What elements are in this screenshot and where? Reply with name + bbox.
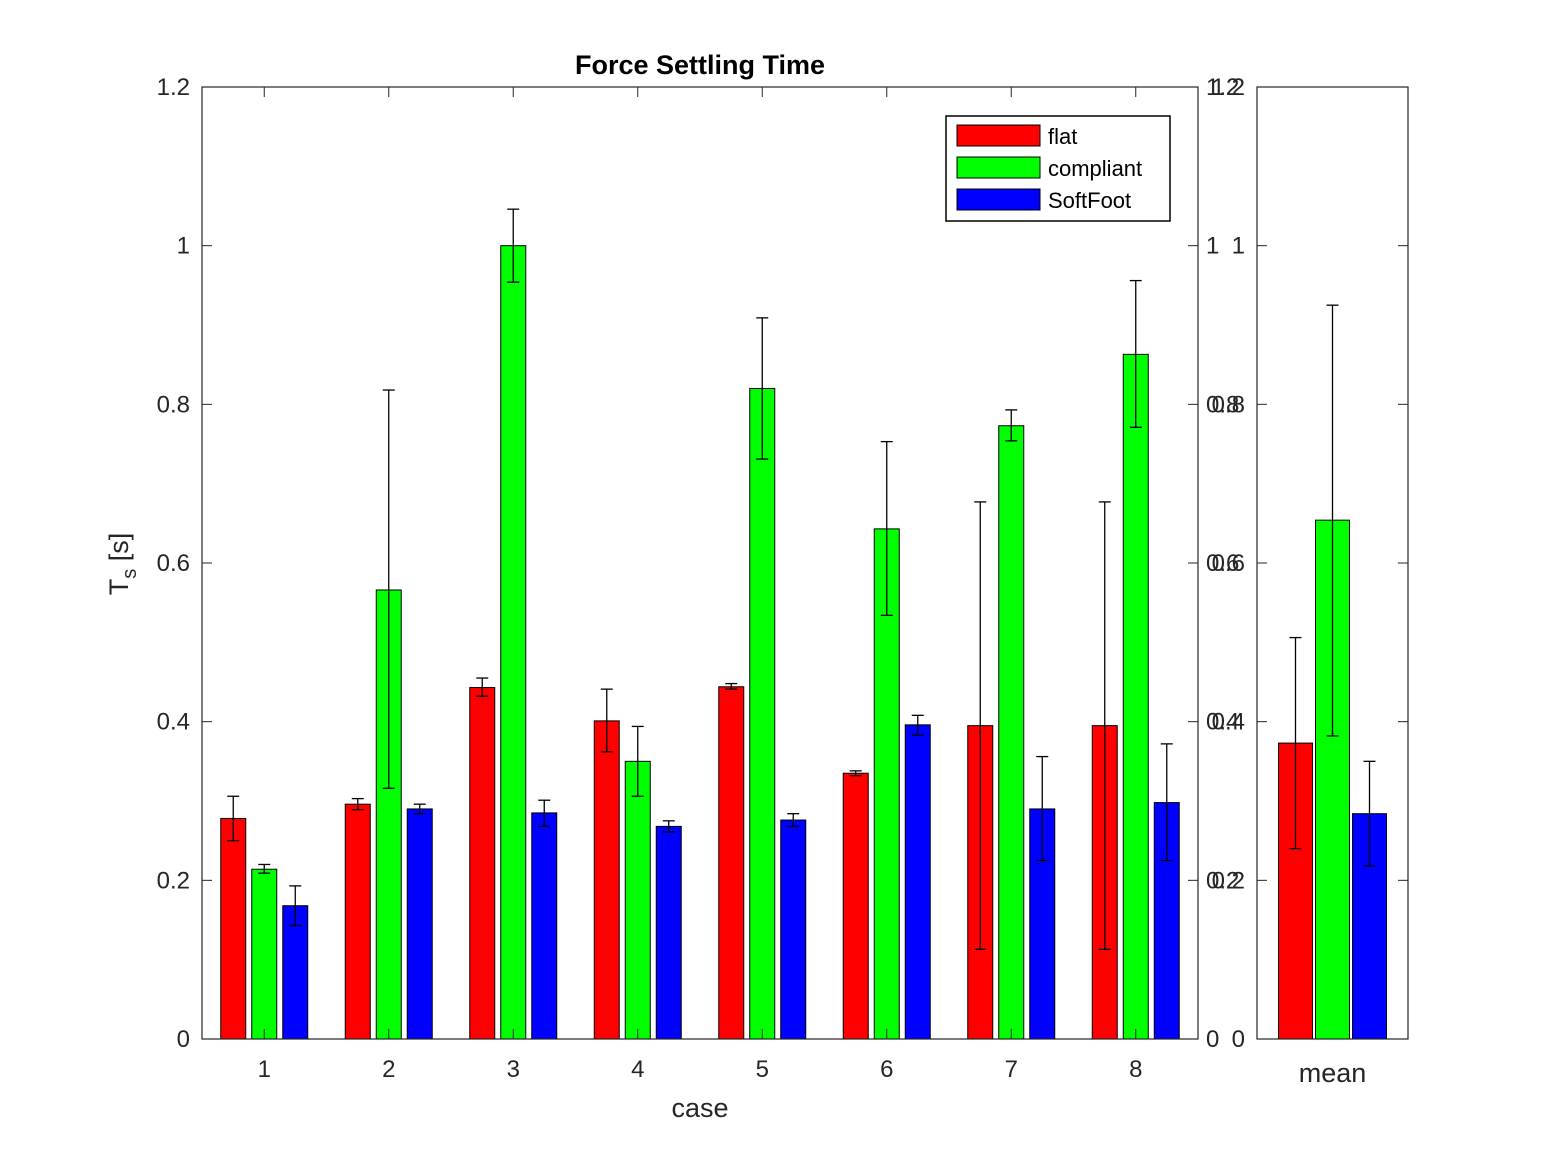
bar-softfoot-5	[780, 819, 807, 1040]
errorbar-flat-5	[725, 682, 738, 690]
y-tick-label-right: 0.8	[1206, 391, 1239, 418]
y-tick-label-right: 0	[1206, 1026, 1219, 1053]
errorbar-flat-6	[849, 770, 862, 777]
errorbar-softfoot-mean	[1363, 760, 1376, 867]
x-tick-label-1: 1	[258, 1056, 271, 1083]
errorbar-softfoot-5	[787, 813, 800, 828]
y-axis-label-unit: [s]	[104, 533, 134, 562]
legend-label-flat: flat	[1048, 124, 1077, 149]
errorbar-compliant-8	[1129, 279, 1142, 428]
errorbar-softfoot-3	[538, 799, 551, 828]
errorbar-compliant-7	[1005, 409, 1018, 442]
y-tick-label-right: 1.2	[1206, 74, 1239, 101]
errorbar-flat-4	[600, 688, 613, 753]
y-tick-label-left: 1	[177, 233, 190, 260]
errorbar-flat-8	[1098, 501, 1111, 951]
main-axes: 0 0 0.2 0.2 0.4 0.4 0.6 0.6 0.8 0.8 1 1 1.2 1.2 1 2 3 4 5 6…	[157, 74, 1240, 1083]
bar-flat-4	[593, 720, 620, 1040]
errorbar-compliant-3	[507, 208, 520, 283]
bar-softfoot-3	[531, 812, 558, 1040]
y-axis-label-main: T	[104, 579, 134, 596]
errorbar-softfoot-6	[911, 714, 924, 736]
chart-title: Force Settling Time	[575, 50, 825, 80]
svg-text:Ts [s]: Ts [s]	[104, 533, 141, 596]
errorbar-compliant-1	[258, 863, 271, 874]
x-tick-label-4: 4	[631, 1056, 644, 1083]
errorbar-compliant-4	[631, 725, 644, 797]
bar-softfoot-6	[904, 724, 931, 1040]
errorbar-flat-7	[974, 501, 987, 951]
x-tick-label-3: 3	[507, 1056, 520, 1083]
legend-label-compliant: compliant	[1048, 156, 1142, 181]
y-tick-label-left: 1	[1232, 233, 1245, 260]
bar-flat-5	[718, 686, 745, 1040]
errorbar-softfoot-8	[1160, 743, 1173, 862]
x-tick-label-6: 6	[880, 1056, 893, 1083]
bar-flat-6	[842, 772, 869, 1040]
y-tick-label-left: 0.4	[1212, 709, 1245, 736]
x-tick-label-7: 7	[1005, 1056, 1018, 1083]
bar-compliant-3	[500, 245, 527, 1040]
y-tick-label-right: 0.6	[1206, 550, 1239, 577]
bar-compliant-8	[1122, 353, 1149, 1040]
legend-swatch-softfoot	[956, 188, 1041, 211]
y-axis-label: Ts [s]	[104, 533, 141, 596]
bar-flat-2	[344, 803, 371, 1040]
y-tick-label-left: 0.6	[157, 550, 190, 577]
y-tick-label-right: 1	[1206, 233, 1219, 260]
y-tick-label-left: 0.4	[157, 709, 190, 736]
bar-compliant-1	[251, 868, 278, 1040]
x-axis-label: case	[671, 1093, 728, 1123]
errorbar-compliant-mean	[1326, 304, 1339, 737]
legend-swatch-flat	[956, 124, 1041, 147]
bar-softfoot-4	[655, 825, 682, 1040]
errorbar-softfoot-4	[662, 820, 675, 833]
x-tick-label-2: 2	[382, 1056, 395, 1083]
errorbar-softfoot-7	[1036, 755, 1049, 862]
mean-axes: 0 0.2 0.4 0.6 0.8 1 1.2 mean	[1212, 74, 1409, 1088]
bar-compliant-5	[749, 387, 776, 1040]
y-tick-label-left: 0.8	[157, 391, 190, 418]
y-tick-label-right: 0.2	[1206, 867, 1239, 894]
y-axis-label-subscript: s	[119, 569, 141, 579]
bar-softfoot-1	[282, 905, 309, 1040]
errorbar-softfoot-2	[413, 803, 426, 815]
errorbar-flat-2	[351, 797, 364, 811]
errorbar-compliant-6	[880, 440, 893, 617]
bar-compliant-7	[998, 425, 1025, 1040]
errorbar-flat-3	[476, 677, 489, 697]
legend: flat compliant SoftFoot	[945, 115, 1171, 222]
errorbar-flat-1	[227, 795, 240, 842]
y-tick-label-left: 0.2	[157, 867, 190, 894]
y-tick-label-right: 0.4	[1206, 709, 1239, 736]
errorbar-flat-mean	[1289, 636, 1302, 850]
errorbar-compliant-5	[756, 317, 769, 460]
y-tick-label-left: 0.8	[1212, 391, 1245, 418]
y-tick-label-left: 1.2	[1212, 74, 1245, 101]
errorbar-softfoot-1	[289, 885, 302, 927]
y-tick-label-left: 0	[1232, 1026, 1245, 1053]
x-tick-label-5: 5	[756, 1056, 769, 1083]
legend-label-softfoot: SoftFoot	[1048, 188, 1131, 213]
bar-compliant-4	[624, 760, 651, 1040]
bar-flat-1	[220, 817, 247, 1040]
y-tick-label-left: 0	[177, 1026, 190, 1053]
y-tick-label-left: 0.6	[1212, 550, 1245, 577]
legend-swatch-compliant	[956, 156, 1041, 179]
errorbar-compliant-2	[382, 389, 395, 789]
x-tick-label-mean: mean	[1299, 1058, 1367, 1088]
bar-softfoot-2	[406, 808, 433, 1040]
y-tick-label-left: 0.2	[1212, 867, 1245, 894]
y-tick-label-left: 1.2	[157, 74, 190, 101]
x-tick-label-8: 8	[1129, 1056, 1142, 1083]
bar-flat-3	[469, 687, 496, 1040]
